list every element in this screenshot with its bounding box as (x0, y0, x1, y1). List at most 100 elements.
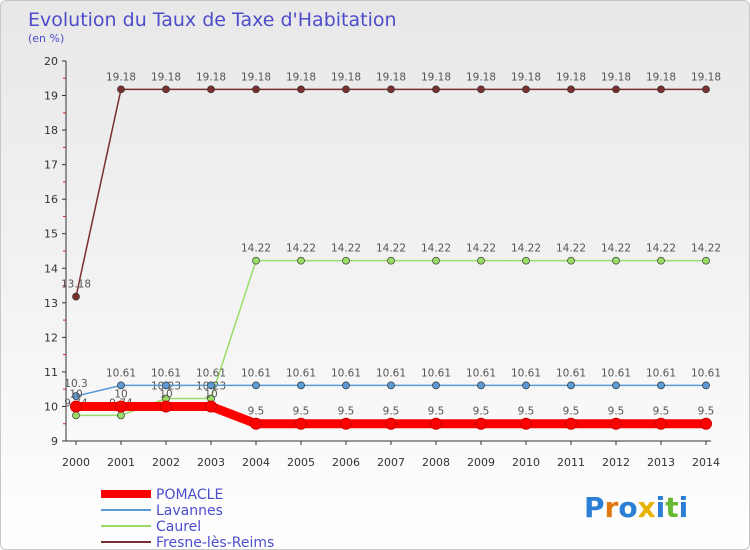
data-point-pomacle (475, 417, 487, 430)
data-label-lavannes: 10.61 (421, 367, 451, 379)
data-point-fresne-l-s-reims (432, 85, 440, 94)
data-label-pomacle: 9.5 (383, 406, 400, 418)
series-line-fresne-l-s-reims (75, 88, 706, 297)
data-point-caurel (657, 256, 665, 265)
data-label-fresne-l-s-reims: 19.18 (466, 71, 496, 83)
data-label-caurel: 14.22 (691, 243, 721, 255)
x-tick-label: 2008 (422, 456, 450, 469)
data-label-caurel: 14.22 (601, 243, 631, 255)
data-point-lavannes (612, 381, 620, 390)
data-point-lavannes (72, 392, 80, 400)
data-point-pomacle (430, 417, 442, 430)
data-label-lavannes: 10.61 (646, 367, 676, 379)
data-label-lavannes: 10.61 (556, 367, 586, 379)
data-label-pomacle: 9.5 (338, 406, 355, 418)
plot-area: 13.18 19.18 19.18 19.18 19.18 19.18 19.18 19.18… (61, 71, 721, 430)
data-label-caurel: 14.22 (286, 243, 316, 255)
data-label-fresne-l-s-reims: 19.18 (376, 71, 406, 83)
data-label-fresne-l-s-reims: 19.18 (511, 71, 541, 83)
data-point-pomacle (610, 417, 622, 430)
data-label-lavannes: 10.61 (286, 367, 316, 379)
data-label-pomacle: 9.5 (428, 406, 445, 418)
data-point-fresne-l-s-reims (477, 85, 485, 94)
data-point-lavannes (387, 381, 395, 390)
data-point-caurel (387, 256, 395, 265)
data-point-lavannes (477, 381, 485, 390)
data-label-fresne-l-s-reims: 19.18 (151, 71, 181, 83)
data-label-pomacle: 9.5 (563, 406, 580, 418)
data-point-caurel (72, 411, 80, 420)
y-tick-label: 14 (44, 262, 58, 275)
data-label-pomacle: 9.5 (473, 406, 490, 418)
data-point-lavannes (162, 381, 170, 390)
data-label-fresne-l-s-reims: 19.18 (286, 71, 316, 83)
data-label-lavannes: 10.3 (64, 378, 87, 390)
data-point-caurel (117, 411, 125, 420)
proxiti-logo: Proxiti (584, 491, 688, 524)
data-point-caurel (297, 256, 305, 265)
y-tick-label: 13 (44, 297, 58, 310)
data-point-lavannes (297, 381, 305, 390)
data-label-fresne-l-s-reims: 19.18 (556, 71, 586, 83)
data-label-fresne-l-s-reims: 19.18 (601, 71, 631, 83)
legend-label-fresne-l-s-reims: Fresne-lès-Reims (156, 535, 274, 550)
data-point-pomacle (160, 400, 172, 413)
y-tick-label: 9 (51, 435, 58, 448)
data-point-pomacle (250, 417, 262, 430)
data-point-lavannes (522, 381, 530, 390)
x-tick-label: 2011 (557, 456, 585, 469)
data-label-caurel: 14.22 (556, 243, 586, 255)
data-point-caurel (702, 256, 710, 265)
x-tick-label: 2001 (107, 456, 135, 469)
data-point-lavannes (342, 381, 350, 390)
data-label-pomacle: 10 (114, 388, 127, 400)
legend-label-caurel: Caurel (156, 519, 201, 535)
logo-letter: P (584, 491, 605, 524)
legend-label-lavannes: Lavannes (156, 503, 223, 519)
x-tick-label: 2002 (152, 456, 180, 469)
data-point-fresne-l-s-reims (72, 292, 80, 301)
data-label-caurel: 14.22 (466, 243, 496, 255)
x-tick-label: 2005 (287, 456, 315, 469)
data-label-fresne-l-s-reims: 19.18 (241, 71, 271, 83)
x-tick-label: 2006 (332, 456, 360, 469)
data-label-pomacle: 9.5 (248, 406, 265, 418)
chart-title: Evolution du Taux de Taxe d'Habitation (28, 9, 397, 31)
y-tick-label: 15 (44, 228, 58, 241)
x-tick-label: 2013 (647, 456, 675, 469)
data-label-fresne-l-s-reims: 19.18 (331, 71, 361, 83)
data-label-pomacle: 10 (204, 388, 217, 400)
chart-subtitle: (en %) (28, 32, 64, 45)
data-point-pomacle (115, 400, 127, 413)
y-tick-label: 20 (44, 55, 58, 68)
axes: 9 10 11 12 13 14 15 16 17 18 19 20 2000 2001 2002 2003 2… (44, 55, 720, 469)
data-point-pomacle (565, 417, 577, 430)
data-label-pomacle: 9.5 (698, 406, 715, 418)
data-label-fresne-l-s-reims: 19.18 (106, 71, 136, 83)
data-point-pomacle (520, 417, 532, 430)
data-label-fresne-l-s-reims: 19.18 (196, 71, 226, 83)
data-label-pomacle: 10 (69, 388, 82, 400)
data-label-lavannes: 10.61 (466, 367, 496, 379)
logo-letter: o (618, 491, 637, 524)
data-point-fresne-l-s-reims (207, 85, 215, 94)
data-label-lavannes: 10.61 (151, 367, 181, 379)
data-label-fresne-l-s-reims: 19.18 (646, 71, 676, 83)
data-label-lavannes: 10.61 (691, 367, 721, 379)
x-tick-label: 2009 (467, 456, 495, 469)
y-tick-label: 10 (44, 400, 58, 413)
data-point-caurel (477, 256, 485, 265)
data-point-caurel (612, 256, 620, 265)
data-label-lavannes: 10.61 (511, 367, 541, 379)
data-point-pomacle (70, 400, 82, 413)
x-tick-label: 2014 (692, 456, 720, 469)
x-tick-label: 2007 (377, 456, 405, 469)
data-point-lavannes (702, 381, 710, 390)
logo-letter: i (656, 491, 666, 524)
data-point-caurel (252, 256, 260, 265)
data-point-fresne-l-s-reims (657, 85, 665, 94)
data-point-pomacle (700, 417, 712, 430)
logo-letter: t (665, 491, 678, 524)
logo-letter: r (605, 491, 619, 524)
data-point-fresne-l-s-reims (387, 85, 395, 94)
